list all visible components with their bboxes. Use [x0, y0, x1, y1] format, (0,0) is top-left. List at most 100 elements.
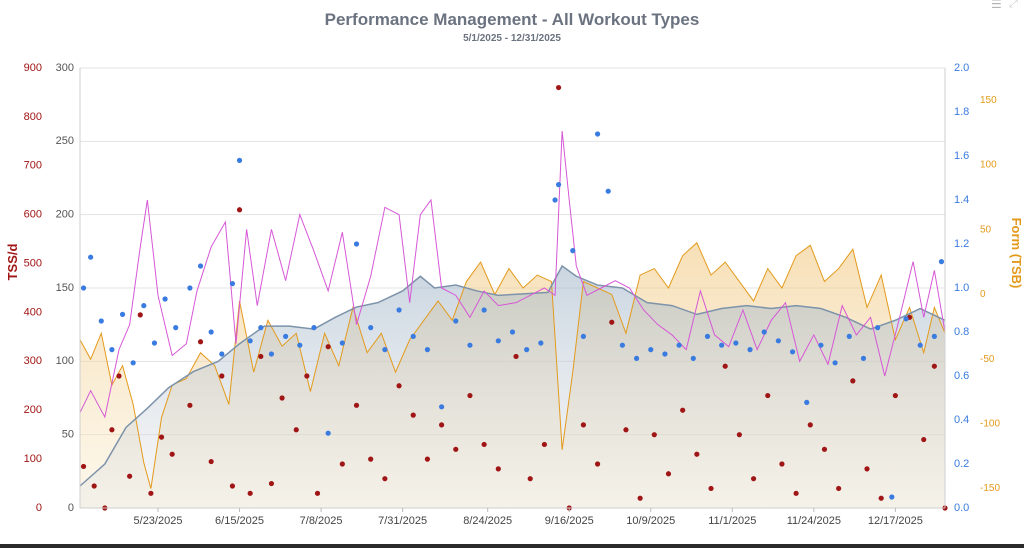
if-tick-label: 2.0 — [954, 62, 969, 74]
tsb-tick-label: 0 — [980, 289, 986, 300]
tss-dot — [236, 207, 243, 213]
if-dot — [903, 316, 909, 322]
if-dot — [88, 254, 94, 260]
tss-dot — [304, 373, 310, 379]
tss-dot — [793, 490, 799, 496]
if-dot — [481, 307, 487, 313]
if-dot — [396, 307, 402, 313]
if-tick-label: 0.4 — [954, 414, 969, 426]
ctl-tick-label: 150 — [56, 282, 74, 294]
tss-dot — [481, 441, 487, 448]
tss-dot — [137, 312, 143, 318]
if-dot — [690, 355, 696, 361]
chart-title: Performance Management - All Workout Typ… — [324, 10, 700, 29]
tss-dot — [495, 466, 501, 472]
if-dot — [719, 342, 725, 348]
tss-dot — [314, 490, 321, 496]
if-dot — [594, 131, 601, 137]
x-tick-label: 11/24/2025 — [787, 515, 841, 527]
if-dot — [676, 342, 682, 348]
if-dot — [648, 347, 654, 353]
if-dot — [141, 303, 147, 309]
if-dot — [453, 318, 459, 324]
if-dot — [382, 347, 388, 353]
if-dot — [889, 494, 895, 500]
if-tick-label: 1.8 — [954, 106, 969, 118]
tss-tick-label: 600 — [24, 209, 42, 221]
if-dot — [538, 340, 544, 346]
if-dot — [931, 333, 937, 339]
dot-layer — [80, 84, 948, 511]
tss-dot — [878, 495, 884, 501]
if-dot — [605, 188, 611, 194]
tss-dot — [410, 412, 416, 418]
tss-dot — [892, 392, 898, 399]
tss-tick-label: 200 — [24, 404, 42, 416]
if-dot — [775, 338, 781, 344]
ctl-tick-label: 50 — [62, 429, 74, 441]
tss-dot — [623, 427, 629, 433]
tss-dot — [708, 485, 714, 492]
tss-dot — [91, 483, 97, 489]
tss-dot — [158, 434, 165, 440]
if-dot — [662, 351, 668, 357]
if-dot — [208, 329, 214, 335]
tss-dot — [148, 490, 154, 496]
tsb-tick-label: 50 — [980, 224, 992, 235]
tss-tick-label: 700 — [24, 160, 42, 172]
if-dot — [633, 355, 640, 361]
if-dot — [818, 342, 824, 348]
if-dot — [410, 333, 416, 339]
expand-icon[interactable]: ⤢ — [1009, 0, 1018, 10]
if-dot — [789, 349, 796, 355]
tss-dot — [353, 402, 360, 408]
if-dot — [325, 430, 331, 436]
ctl-tick-label: 100 — [56, 355, 74, 367]
if-dot — [495, 338, 501, 344]
tss-dot — [247, 490, 253, 496]
tss-dot — [293, 427, 299, 433]
tss-tick-label: 300 — [24, 355, 42, 367]
if-dot — [580, 333, 587, 339]
tss-tick-label: 900 — [24, 62, 42, 74]
tss-dot — [651, 432, 657, 438]
tss-dot — [368, 456, 374, 462]
tss-dot — [197, 339, 204, 345]
if-tick-label: 0.8 — [954, 326, 969, 338]
tss-tick-label: 500 — [24, 257, 42, 269]
ctl-tick-label: 250 — [56, 135, 74, 147]
if-dot — [424, 347, 431, 353]
tss-dot — [229, 483, 236, 489]
if-dot — [173, 325, 179, 331]
tss-dot — [821, 446, 828, 452]
if-dot — [109, 347, 115, 353]
tss-dot — [609, 319, 615, 325]
form-tsb-line — [79, 241, 946, 489]
if-dot — [619, 342, 625, 348]
if-dot — [268, 351, 275, 357]
area-layer — [80, 242, 945, 509]
tss-tick-label: 100 — [24, 453, 42, 465]
if-dot — [119, 311, 126, 317]
fitness-ctl-line — [79, 264, 946, 487]
hamburger-menu-icon[interactable]: ☰ — [991, 0, 1002, 11]
if-dot — [860, 355, 867, 361]
tss-dot — [279, 395, 285, 401]
if-dot — [438, 404, 445, 410]
if-dot — [130, 360, 136, 366]
if-dot — [229, 281, 236, 287]
if-dot — [339, 340, 345, 346]
if-dot — [297, 342, 303, 348]
if-dot — [761, 329, 767, 335]
tsb-tick-label: -100 — [980, 419, 1000, 430]
if-dot — [846, 333, 852, 339]
if-dot — [162, 296, 168, 302]
tss-tick-label: 0 — [36, 502, 42, 514]
x-tick-label: 6/15/2025 — [215, 515, 264, 527]
tss-dot — [541, 441, 548, 448]
x-tick-label: 12/17/2025 — [868, 515, 923, 527]
tss-tick-label: 400 — [24, 306, 42, 318]
if-dot — [258, 325, 264, 331]
if-tick-label: 1.6 — [954, 150, 969, 162]
